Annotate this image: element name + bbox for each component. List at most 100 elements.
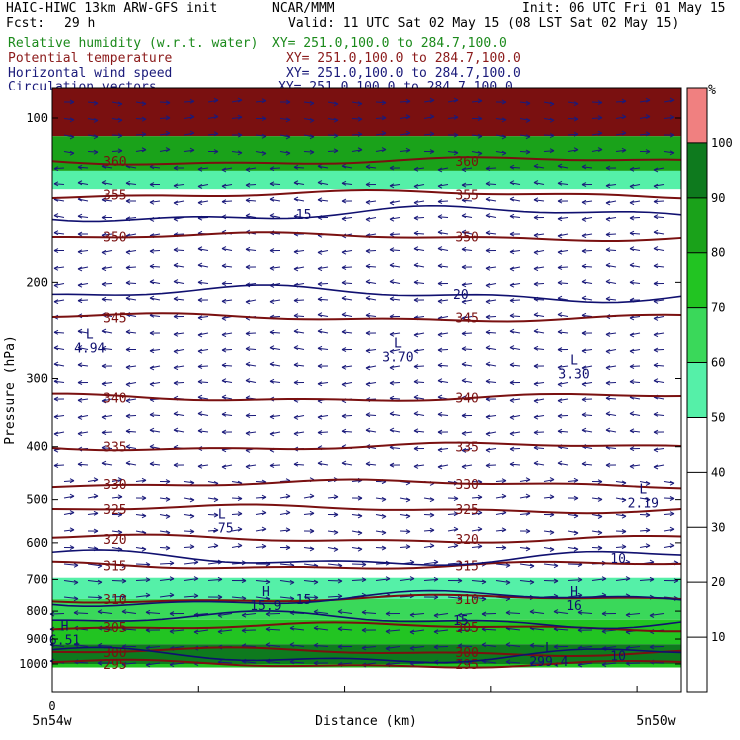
circulation-vector bbox=[241, 613, 257, 616]
circulation-vector bbox=[221, 349, 233, 351]
circulation-vector-head bbox=[245, 464, 251, 470]
circulation-vector-head bbox=[437, 263, 443, 269]
circulation-vector-head bbox=[505, 642, 511, 648]
circulation-vector-head bbox=[405, 130, 411, 136]
field-xy-vectors: XY= 251.0,100.0 to 284.7,100.0 bbox=[278, 80, 513, 90]
circulation-vector-head bbox=[213, 114, 219, 119]
circulation-vector-head bbox=[405, 147, 411, 153]
circulation-vector-head bbox=[269, 181, 275, 187]
circulation-vector bbox=[365, 414, 377, 416]
forecast-hours: 29 h bbox=[64, 16, 96, 31]
circulation-vector bbox=[351, 563, 367, 566]
circulation-vector-head bbox=[645, 527, 651, 533]
circulation-vector-head bbox=[341, 460, 347, 466]
circulation-vector-head bbox=[389, 262, 395, 268]
circulation-vector-head bbox=[509, 446, 515, 452]
circulation-vector-head bbox=[197, 428, 203, 434]
theta-contour-345 bbox=[51, 312, 682, 323]
circulation-vector-head bbox=[237, 150, 243, 156]
theta-contour-label: 360 bbox=[103, 155, 126, 170]
circulation-vector-head bbox=[189, 147, 195, 153]
circulation-vector-head bbox=[429, 527, 435, 533]
circulation-vector-head bbox=[485, 361, 491, 367]
circulation-vector-head bbox=[341, 295, 347, 301]
circulation-vector-head bbox=[341, 312, 347, 317]
circulation-vector-head bbox=[245, 264, 251, 270]
circulation-vector-head bbox=[261, 98, 267, 104]
circulation-vector bbox=[629, 232, 641, 235]
circulation-vector bbox=[485, 415, 497, 418]
circulation-vector-head bbox=[101, 460, 107, 466]
circulation-vector bbox=[615, 481, 627, 484]
theta-contour-label: 335 bbox=[455, 441, 478, 456]
circulation-vector bbox=[241, 645, 257, 647]
circulation-vector-head bbox=[189, 544, 195, 550]
circulation-vector-head bbox=[149, 427, 155, 433]
circulation-vector-head bbox=[309, 149, 315, 155]
circulation-vector-head bbox=[69, 134, 75, 140]
circulation-vector bbox=[461, 199, 473, 202]
circulation-vector bbox=[485, 232, 497, 235]
circulation-vector bbox=[303, 151, 315, 153]
circulation-vector-head bbox=[413, 246, 419, 252]
circulation-vector bbox=[183, 149, 195, 152]
annotation-symbol: H bbox=[262, 585, 270, 600]
circulation-vector bbox=[327, 496, 339, 499]
circulation-vector bbox=[437, 200, 449, 203]
y-tick-label: 800 bbox=[26, 604, 48, 618]
circulation-vector bbox=[653, 216, 665, 218]
circulation-vector-head bbox=[173, 349, 179, 354]
circulation-vector-head bbox=[597, 530, 603, 536]
circulation-vector bbox=[389, 298, 401, 301]
circulation-vector-head bbox=[433, 613, 439, 618]
circulation-vector bbox=[509, 448, 521, 450]
circulation-vector bbox=[509, 215, 521, 218]
circulation-vector-head bbox=[389, 247, 395, 253]
circulation-vector bbox=[447, 116, 459, 119]
circulation-vector-head bbox=[533, 215, 539, 221]
circulation-vector bbox=[255, 496, 267, 499]
circulation-vector-head bbox=[645, 497, 651, 503]
rh-region-100 bbox=[52, 88, 681, 137]
circulation-vector bbox=[413, 464, 425, 467]
circulation-vector-head bbox=[165, 147, 171, 152]
circulation-vector-head bbox=[265, 626, 271, 632]
circulation-vector bbox=[437, 364, 449, 367]
circulation-vector bbox=[173, 332, 185, 335]
circulation-vector bbox=[577, 611, 593, 614]
circulation-vector-head bbox=[453, 496, 459, 501]
circulation-vector-head bbox=[461, 346, 467, 352]
circulation-vector-head bbox=[461, 167, 467, 173]
circulation-vector bbox=[413, 217, 425, 219]
circulation-vector bbox=[389, 184, 401, 187]
circulation-vector bbox=[265, 628, 281, 631]
circulation-vector bbox=[289, 644, 305, 647]
circulation-vector bbox=[519, 101, 531, 104]
circulation-vector bbox=[245, 283, 257, 286]
circulation-vector bbox=[581, 414, 593, 416]
colorbar-tick-label: 80 bbox=[711, 246, 725, 260]
circulation-vector bbox=[149, 349, 161, 352]
circulation-vector-head bbox=[601, 576, 607, 582]
circulation-vector-head bbox=[165, 514, 171, 519]
circulation-vector-head bbox=[529, 563, 535, 569]
circulation-vector-head bbox=[213, 149, 219, 154]
circulation-vector-head bbox=[437, 411, 443, 417]
circulation-vector bbox=[533, 347, 545, 350]
circulation-vector-head bbox=[645, 543, 651, 549]
circulation-vector-head bbox=[669, 543, 675, 549]
circulation-vector bbox=[653, 200, 665, 203]
circulation-vector-head bbox=[381, 514, 387, 519]
circulation-vector bbox=[509, 315, 521, 317]
circulation-vector-head bbox=[529, 579, 535, 585]
circulation-vector-head bbox=[621, 130, 627, 136]
circulation-vector bbox=[591, 117, 603, 119]
circulation-vector-head bbox=[477, 510, 483, 516]
wind-contours-layer: 15 20 10 15 15 10 bbox=[51, 204, 682, 665]
circulation-vector-head bbox=[481, 642, 487, 648]
circulation-vector-head bbox=[437, 199, 443, 205]
circulation-vector bbox=[615, 514, 627, 517]
circulation-vector bbox=[241, 660, 257, 664]
circulation-vector-head bbox=[669, 480, 675, 486]
circulation-vector bbox=[159, 562, 175, 565]
